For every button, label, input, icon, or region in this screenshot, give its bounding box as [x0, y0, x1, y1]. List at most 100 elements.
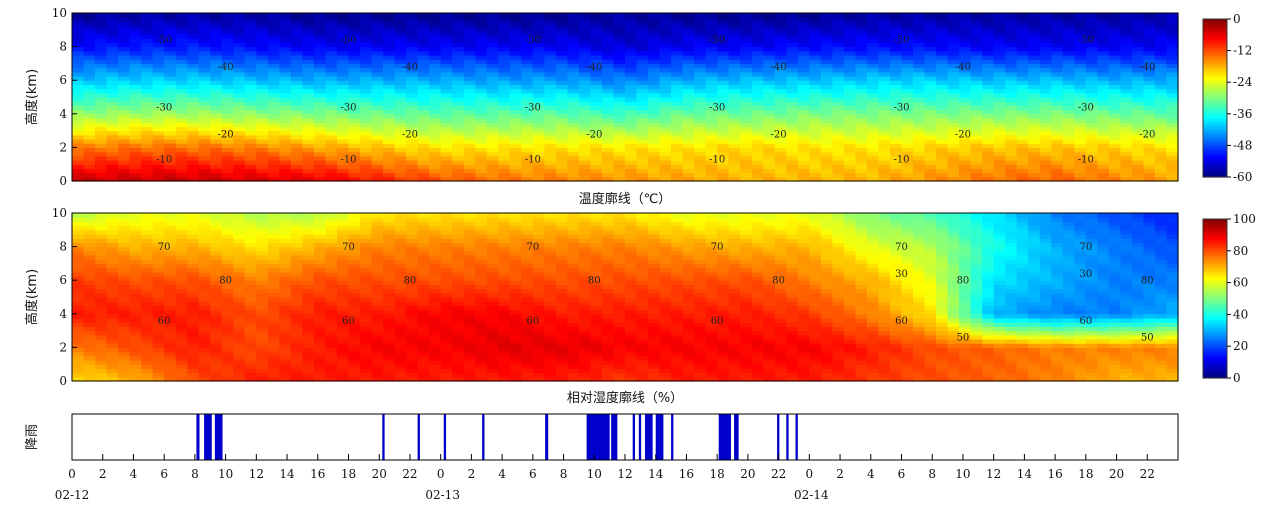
- heatmap-cell: [394, 147, 407, 153]
- heatmap-cell: [164, 351, 177, 357]
- heatmap-cell: [175, 347, 188, 353]
- heatmap-cell: [198, 284, 211, 290]
- heatmap-cell: [360, 297, 373, 302]
- heatmap-cell: [959, 76, 972, 81]
- heatmap-cell: [83, 339, 96, 344]
- heatmap-cell: [129, 343, 142, 348]
- heatmap-cell: [901, 55, 914, 60]
- heatmap-cell: [256, 322, 269, 327]
- heatmap-cell: [164, 168, 177, 174]
- heatmap-cell: [129, 242, 142, 248]
- heatmap-cell: [970, 42, 983, 48]
- heatmap-cell: [290, 234, 304, 239]
- heatmap-cell: [544, 126, 557, 132]
- heatmap-cell: [936, 101, 949, 106]
- heatmap-cell: [360, 309, 373, 315]
- heatmap-cell: [717, 126, 730, 132]
- heatmap-cell: [152, 84, 165, 90]
- heatmap-cell: [555, 46, 568, 52]
- heatmap-cell: [348, 217, 361, 222]
- heatmap-cell: [267, 109, 280, 115]
- heatmap-cell: [1097, 71, 1110, 77]
- heatmap-cell: [475, 55, 488, 60]
- heatmap-cell: [406, 168, 419, 174]
- heatmap-cell: [797, 55, 810, 60]
- heatmap-cell: [360, 276, 373, 281]
- heatmap-cell: [544, 88, 557, 94]
- heatmap-cell: [936, 113, 949, 119]
- heatmap-cell: [498, 160, 511, 165]
- heatmap-cell: [106, 246, 119, 252]
- heatmap-cell: [532, 17, 545, 22]
- heatmap-cell: [1143, 42, 1156, 48]
- heatmap-cell: [901, 122, 914, 127]
- heatmap-cell: [198, 259, 211, 264]
- heatmap-cell: [152, 234, 165, 239]
- heatmap-cell: [532, 42, 545, 48]
- heatmap-cell: [267, 339, 280, 344]
- heatmap-cell: [486, 134, 499, 140]
- heatmap-cell: [118, 92, 131, 98]
- heatmap-cell: [244, 118, 257, 123]
- heatmap-cell: [613, 168, 626, 174]
- heatmap-cell: [809, 25, 822, 31]
- heatmap-cell: [129, 172, 142, 178]
- heatmap-cell: [244, 101, 257, 106]
- heatmap-cell: [233, 13, 246, 18]
- heatmap-cell: [786, 50, 799, 56]
- heatmap-cell: [1154, 63, 1168, 69]
- heatmap-cell: [1131, 122, 1145, 127]
- heatmap-cell: [982, 71, 995, 77]
- heatmap-cell: [763, 176, 776, 182]
- heatmap-cell: [786, 21, 799, 27]
- heatmap-cell: [728, 21, 741, 27]
- heatmap-cell: [1028, 67, 1041, 73]
- heatmap-cell: [210, 288, 223, 294]
- heatmap-cell: [233, 288, 246, 294]
- heatmap-cell: [889, 17, 903, 22]
- heatmap-cell: [1016, 80, 1029, 85]
- heatmap-cell: [348, 46, 361, 52]
- heatmap-cell: [797, 113, 810, 119]
- heatmap-cell: [1039, 113, 1052, 119]
- heatmap-cell: [336, 97, 350, 102]
- heatmap-cell: [993, 164, 1006, 169]
- heatmap-cell: [567, 168, 580, 174]
- heatmap-cell: [313, 355, 327, 361]
- heatmap-cell: [1051, 55, 1064, 60]
- heatmap-cell: [360, 17, 373, 22]
- heatmap-cell: [970, 122, 983, 127]
- heatmap-cell: [360, 368, 373, 374]
- heatmap-cell: [1143, 122, 1156, 127]
- heatmap-cell: [360, 255, 373, 260]
- heatmap-cell: [486, 172, 499, 178]
- heatmap-cell: [878, 155, 891, 161]
- heatmap-cell: [348, 172, 361, 178]
- heatmap-cell: [221, 364, 234, 369]
- heatmap-cell: [1108, 172, 1121, 178]
- heatmap-cell: [740, 59, 753, 64]
- heatmap-cell: [256, 151, 269, 157]
- heatmap-cell: [855, 97, 868, 102]
- heatmap-cell: [256, 50, 269, 56]
- heatmap-cell: [601, 59, 615, 64]
- heatmap-cell: [141, 364, 154, 369]
- heatmap-cell: [1154, 172, 1168, 178]
- heatmap-cell: [279, 343, 292, 348]
- heatmap-cell: [959, 38, 972, 43]
- heatmap-cell: [636, 80, 649, 85]
- heatmap-cell: [83, 42, 96, 48]
- heatmap-cell: [83, 225, 96, 231]
- heatmap-cell: [72, 118, 85, 123]
- heatmap-cell: [555, 113, 568, 119]
- heatmap-cell: [613, 160, 626, 165]
- heatmap-cell: [406, 151, 419, 157]
- heatmap-cell: [175, 238, 188, 243]
- heatmap-cell: [913, 130, 926, 136]
- heatmap-cell: [797, 59, 810, 64]
- heatmap-cell: [1016, 97, 1029, 102]
- heatmap-cell: [290, 105, 304, 111]
- heatmap-cell: [406, 126, 419, 132]
- heatmap-cell: [221, 355, 234, 361]
- heatmap-cell: [221, 217, 234, 222]
